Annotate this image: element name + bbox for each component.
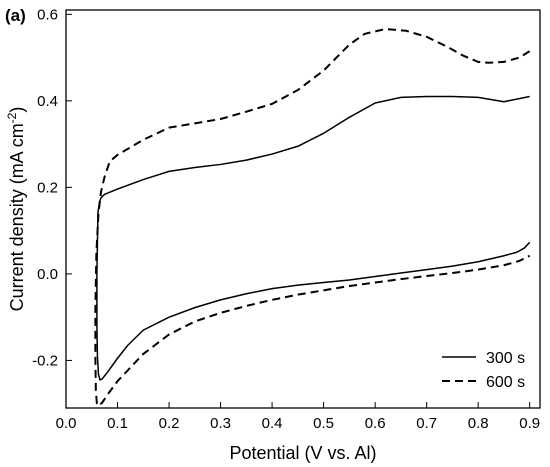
y-axis-title-main: Current density (mA cm xyxy=(7,123,27,311)
legend-label-600s: 600 s xyxy=(486,374,525,391)
x-tick-label: 0.2 xyxy=(159,415,180,432)
x-tick-label: 0.0 xyxy=(56,415,77,432)
series-600s-line xyxy=(94,28,531,407)
x-axis-title: Potential (V vs. Al) xyxy=(229,443,376,463)
y-tick-label: -0.2 xyxy=(32,352,58,369)
legend: 300 s 600 s xyxy=(442,350,525,391)
x-tick-label: 0.7 xyxy=(416,415,437,432)
x-tick-label: 0.9 xyxy=(519,415,540,432)
y-axis-ticks: -0.2 0.0 0.2 0.4 0.6 xyxy=(32,6,72,369)
y-tick-label: 0.4 xyxy=(37,93,58,110)
y-axis-title-close: ) xyxy=(7,107,27,113)
series-layer xyxy=(94,28,531,407)
x-tick-label: 0.6 xyxy=(365,415,386,432)
y-tick-label: 0.2 xyxy=(37,179,58,196)
panel-label: (a) xyxy=(5,6,26,25)
x-tick-label: 0.3 xyxy=(210,415,231,432)
y-axis-title: Current density (mA cm-2) xyxy=(5,107,27,312)
y-axis-title-superscript: -2 xyxy=(5,112,19,123)
x-tick-label: 0.5 xyxy=(313,415,334,432)
x-tick-label: 0.4 xyxy=(262,415,283,432)
series-300s-line xyxy=(96,95,531,381)
x-tick-label: 0.8 xyxy=(468,415,489,432)
y-tick-label: 0.0 xyxy=(37,266,58,283)
legend-label-300s: 300 s xyxy=(486,350,525,367)
plot-frame xyxy=(65,9,541,409)
x-axis-ticks: 0.0 0.1 0.2 0.3 0.4 0.5 0.6 0.7 0.8 0.9 xyxy=(56,402,540,432)
x-tick-label: 0.1 xyxy=(107,415,128,432)
y-tick-label: 0.6 xyxy=(37,6,58,23)
